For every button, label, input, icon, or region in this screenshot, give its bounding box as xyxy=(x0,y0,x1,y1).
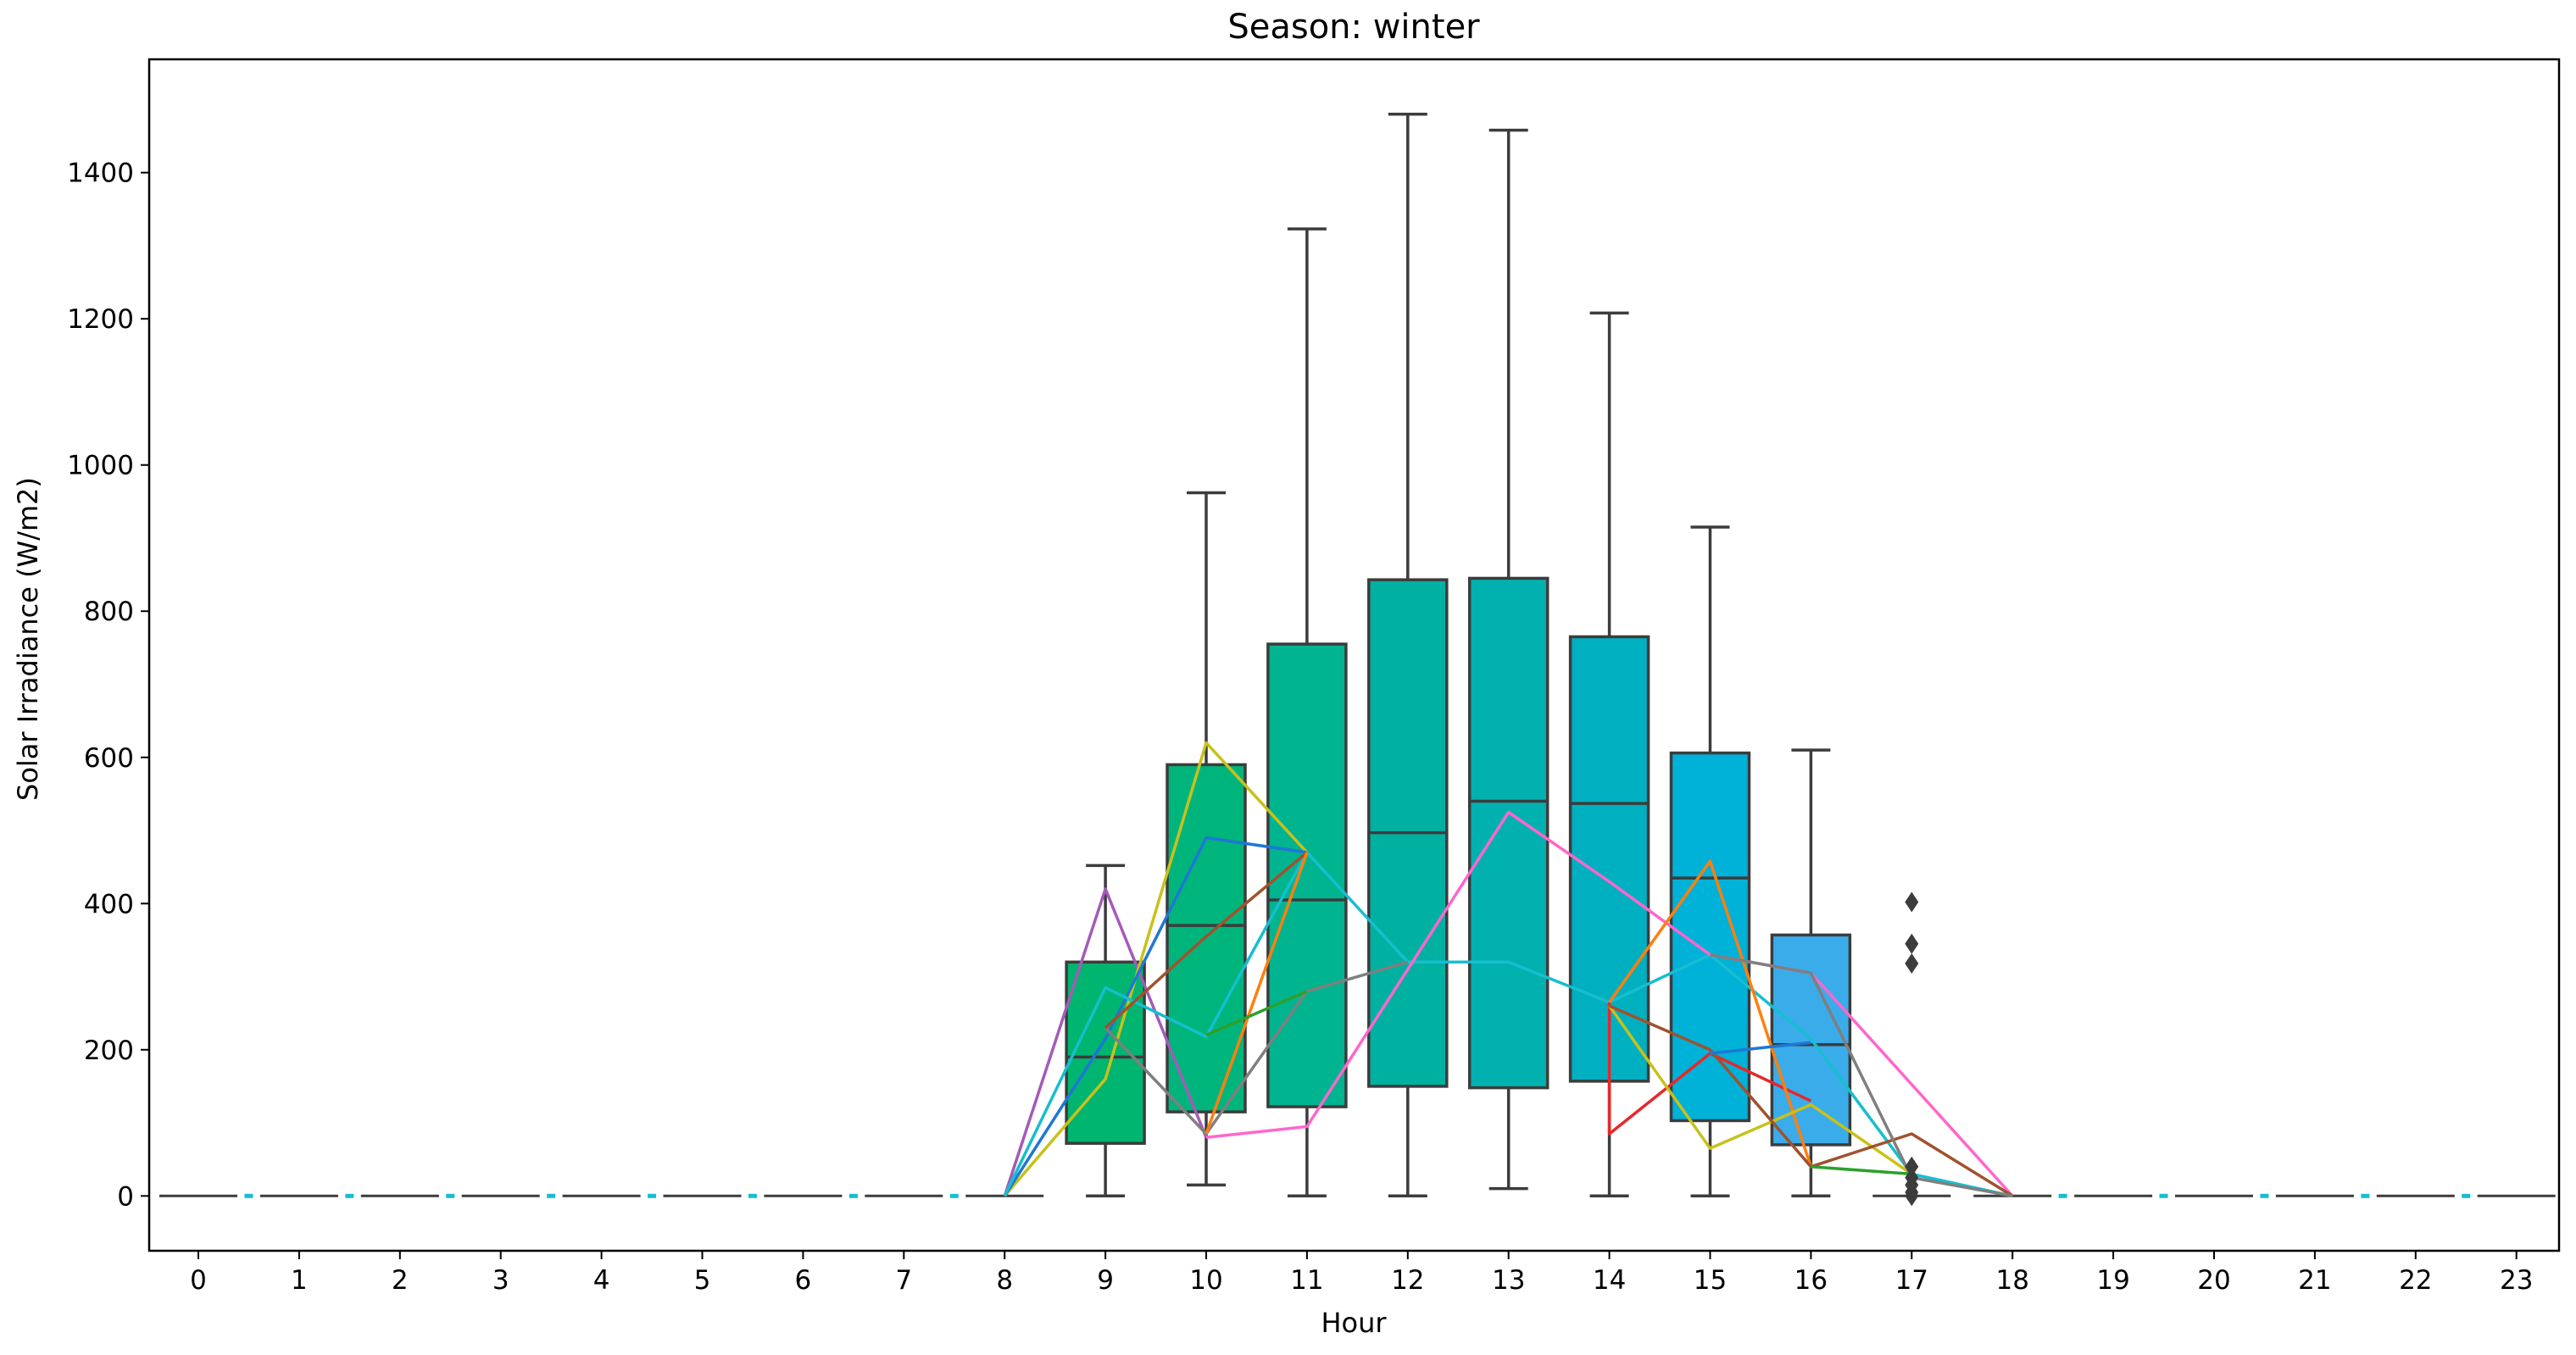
x-tick-label: 12 xyxy=(1391,1265,1424,1296)
y-tick-label: 400 xyxy=(84,889,134,919)
x-tick-label: 11 xyxy=(1290,1265,1323,1296)
x-tick-label: 2 xyxy=(392,1265,409,1296)
series-line-day-gray xyxy=(1104,960,1409,1136)
x-tick-label: 7 xyxy=(895,1265,912,1296)
y-tick-label: 600 xyxy=(84,743,134,774)
x-tick-label: 3 xyxy=(492,1265,509,1296)
box-hour-13 xyxy=(1467,128,1549,1191)
series-line-day-red xyxy=(1607,1002,1812,1136)
series-line-day-gray-2 xyxy=(1710,952,2013,1198)
x-tick-label: 15 xyxy=(1694,1265,1727,1296)
series-line-day-yellow-2 xyxy=(1608,1004,1913,1175)
x-tick-label: 6 xyxy=(795,1265,812,1296)
x-tick-label: 4 xyxy=(593,1265,610,1296)
x-tick-label: 22 xyxy=(2399,1265,2432,1296)
y-tick-label: 1200 xyxy=(67,304,134,335)
x-tick-label: 17 xyxy=(1895,1265,1928,1296)
series-line-day-orange xyxy=(1205,852,1309,1135)
x-tick-label: 10 xyxy=(1189,1265,1222,1296)
x-tick-label: 21 xyxy=(2298,1265,2331,1296)
plot-frame xyxy=(147,58,2561,1252)
series-line-day-green-2 xyxy=(1811,1165,1912,1176)
x-tick-label: 13 xyxy=(1492,1265,1525,1296)
series-line-day-cyan xyxy=(1003,851,2013,1198)
box-hour-11 xyxy=(1266,227,1348,1198)
y-tick-label: 800 xyxy=(84,597,134,627)
series-line-day-brown xyxy=(1104,851,1309,1030)
y-tick-label: 0 xyxy=(117,1181,134,1212)
series-line-day-blue xyxy=(1003,836,1308,1197)
series-line-day-green xyxy=(1205,990,1308,1037)
x-tick-label: 9 xyxy=(1097,1265,1114,1296)
series-line-day-blue-2 xyxy=(1710,1041,1811,1055)
outlier-point xyxy=(1905,1156,1919,1177)
outlier-point xyxy=(1905,933,1919,954)
x-tick-label: 23 xyxy=(2500,1265,2533,1296)
x-tick-label: 0 xyxy=(190,1265,207,1296)
x-tick-label: 14 xyxy=(1593,1265,1626,1296)
x-tick-label: 20 xyxy=(2197,1265,2230,1296)
series-line-day-orange-2 xyxy=(1608,859,1813,1168)
outlier-point xyxy=(1905,1186,1919,1207)
outlier-point xyxy=(1905,891,1919,913)
y-tick-label: 1400 xyxy=(67,158,134,189)
x-tick-label: 5 xyxy=(694,1265,711,1296)
chart-title: Season: winter xyxy=(1227,8,1480,47)
x-tick-label: 8 xyxy=(996,1265,1013,1296)
x-axis-label: Hour xyxy=(1321,1307,1387,1339)
x-tick-label: 18 xyxy=(1995,1265,2028,1296)
y-tick-label: 200 xyxy=(84,1036,134,1066)
x-tick-label: 16 xyxy=(1794,1265,1828,1296)
box-body xyxy=(1467,576,1549,1090)
series-line-day-yellow xyxy=(1003,741,1309,1197)
y-axis-label: Solar Irradiance (W/m2) xyxy=(12,477,44,801)
outlier-point xyxy=(1905,953,1919,975)
x-tick-label: 1 xyxy=(291,1265,308,1296)
series-line-day-purple xyxy=(1003,887,1208,1197)
box-hour-12 xyxy=(1367,112,1449,1198)
x-tick-label: 19 xyxy=(2096,1265,2129,1296)
y-tick-label: 1000 xyxy=(67,451,134,481)
box-hour-9 xyxy=(1065,864,1146,1198)
